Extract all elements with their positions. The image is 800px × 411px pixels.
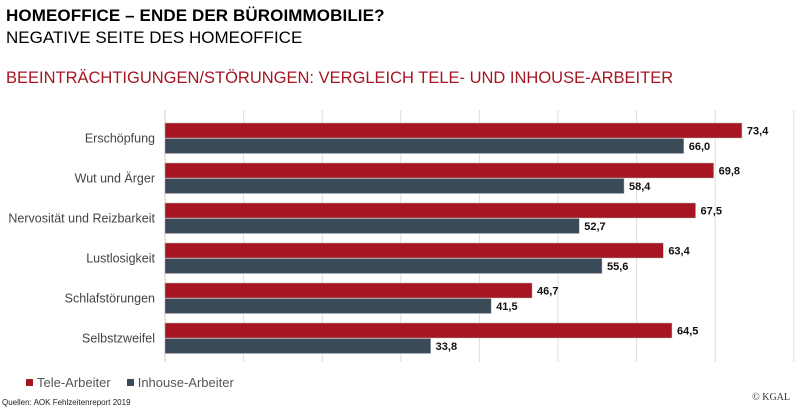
bar-inhouse <box>164 138 685 154</box>
bar-tele <box>164 162 714 179</box>
data-label: 66,0 <box>689 141 710 153</box>
category-label: Schlafstörungen <box>65 292 155 306</box>
bar-inhouse <box>164 298 492 314</box>
data-label: 41,5 <box>496 301 517 313</box>
data-label: 63,4 <box>668 246 690 258</box>
data-label: 55,6 <box>607 261 628 273</box>
legend-item-tele: Tele-Arbeiter <box>26 375 111 390</box>
page-subtitle: NEGATIVE SEITE DES HOMEOFFICE <box>6 28 303 47</box>
category-label: Erschöpfung <box>85 132 155 146</box>
bar-tele <box>164 242 664 259</box>
data-label: 46,7 <box>537 286 558 298</box>
bar-tele <box>164 282 533 299</box>
category-label: Lustlosigkeit <box>86 252 155 266</box>
chart-title: BEEINTRÄCHTIGUNGEN/STÖRUNGEN: VERGLEICH … <box>6 69 674 87</box>
category-label: Wut und Ärger <box>75 172 155 186</box>
data-label: 52,7 <box>584 221 605 233</box>
bar-tele <box>164 322 673 339</box>
bar-tele <box>164 202 696 219</box>
legend-item-inhouse: Inhouse-Arbeiter <box>126 375 234 390</box>
copyright: © KGAL <box>752 392 790 403</box>
data-label: 64,5 <box>677 326 698 338</box>
data-label: 73,4 <box>747 126 769 138</box>
data-label: 67,5 <box>701 206 722 218</box>
bar-inhouse <box>164 218 580 234</box>
page-title: HOMEOFFICE – ENDE DER BÜROIMMOBILIE? <box>6 6 385 25</box>
data-label: 33,8 <box>436 341 457 353</box>
legend-label-inhouse: Inhouse-Arbeiter <box>137 375 234 390</box>
legend-label-tele: Tele-Arbeiter <box>37 375 111 390</box>
legend-swatch-tele <box>26 379 33 386</box>
bar-inhouse <box>164 338 431 354</box>
category-label: Nervosität und Reizbarkeit <box>8 212 155 226</box>
data-label: 58,4 <box>629 181 651 193</box>
bar-inhouse <box>164 258 603 274</box>
bar-tele <box>164 122 743 139</box>
legend-swatch-inhouse <box>126 379 134 386</box>
legend: Tele-Arbeiter Inhouse-Arbeiter <box>26 375 234 390</box>
bar-inhouse <box>164 178 625 194</box>
data-label: 69,8 <box>719 166 740 178</box>
source-note: Quellen: AOK Fehlzeitenreport 2019 <box>2 398 131 407</box>
category-label: Selbstzweifel <box>82 332 155 346</box>
